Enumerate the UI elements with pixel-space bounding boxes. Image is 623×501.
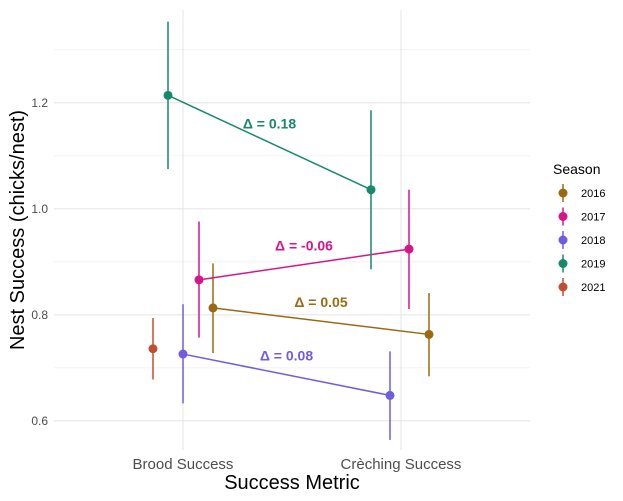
series-line xyxy=(198,248,410,281)
data-point xyxy=(148,344,158,354)
x-tick-label: Crèching Success xyxy=(341,456,462,473)
legend: Season 2016 2017 2018 2019 2021 xyxy=(553,161,605,296)
legend-items: 2016 2017 2018 2019 2021 xyxy=(558,184,605,296)
delta-label: Δ = 0.08 xyxy=(260,348,313,364)
y-axis-title: Nest Success (chicks/nest) xyxy=(7,110,29,350)
y-tick-label: 1.0 xyxy=(31,202,48,216)
x-axis-ticks: Brood Success Crèching Success xyxy=(133,456,462,473)
delta-annotations: Δ = 0.05 Δ = -0.06 Δ = 0.08 Δ = 0.18 xyxy=(243,116,348,364)
delta-label: Δ = 0.05 xyxy=(294,294,347,310)
legend-item-2019: 2019 xyxy=(558,254,605,273)
y-tick-label: 0.8 xyxy=(31,308,48,322)
series-line xyxy=(182,353,391,397)
y-tick-label: 1.2 xyxy=(31,96,48,110)
legend-label: 2017 xyxy=(581,212,605,224)
legend-label: 2019 xyxy=(581,259,605,271)
legend-key-point xyxy=(558,188,568,198)
data-point xyxy=(208,303,218,313)
data-point xyxy=(424,329,434,339)
legend-label: 2016 xyxy=(581,188,605,200)
y-tick-label: 0.6 xyxy=(31,414,48,428)
legend-item-2017: 2017 xyxy=(558,207,605,226)
data-point xyxy=(194,275,204,285)
series-layer xyxy=(148,21,434,440)
series-2016 xyxy=(208,263,434,377)
legend-key-point xyxy=(558,212,568,221)
series-line xyxy=(167,94,372,191)
series-2017 xyxy=(194,189,414,338)
series-2018 xyxy=(178,304,395,440)
data-point xyxy=(163,90,173,100)
data-point xyxy=(178,349,188,359)
data-point xyxy=(385,390,395,400)
series-line xyxy=(212,307,430,336)
y-axis-ticks: 0.6 0.8 1.0 1.2 xyxy=(31,96,48,428)
legend-item-2016: 2016 xyxy=(558,184,605,202)
legend-label: 2021 xyxy=(581,282,605,294)
grid-lines xyxy=(54,10,530,450)
x-axis-title: Success Metric xyxy=(224,472,360,494)
legend-key-point xyxy=(558,235,568,245)
legend-key-point xyxy=(558,282,568,292)
x-tick-label: Brood Success xyxy=(133,456,234,473)
legend-key-point xyxy=(558,259,568,268)
data-point xyxy=(404,244,414,254)
delta-label: Δ = 0.18 xyxy=(243,116,296,132)
legend-item-2021: 2021 xyxy=(558,278,605,296)
legend-title: Season xyxy=(553,161,600,177)
legend-item-2018: 2018 xyxy=(558,231,605,249)
series-2021 xyxy=(148,318,158,380)
data-point xyxy=(366,185,376,195)
legend-label: 2018 xyxy=(581,235,605,247)
delta-label: Δ = -0.06 xyxy=(275,237,333,253)
series-2019 xyxy=(163,21,376,270)
